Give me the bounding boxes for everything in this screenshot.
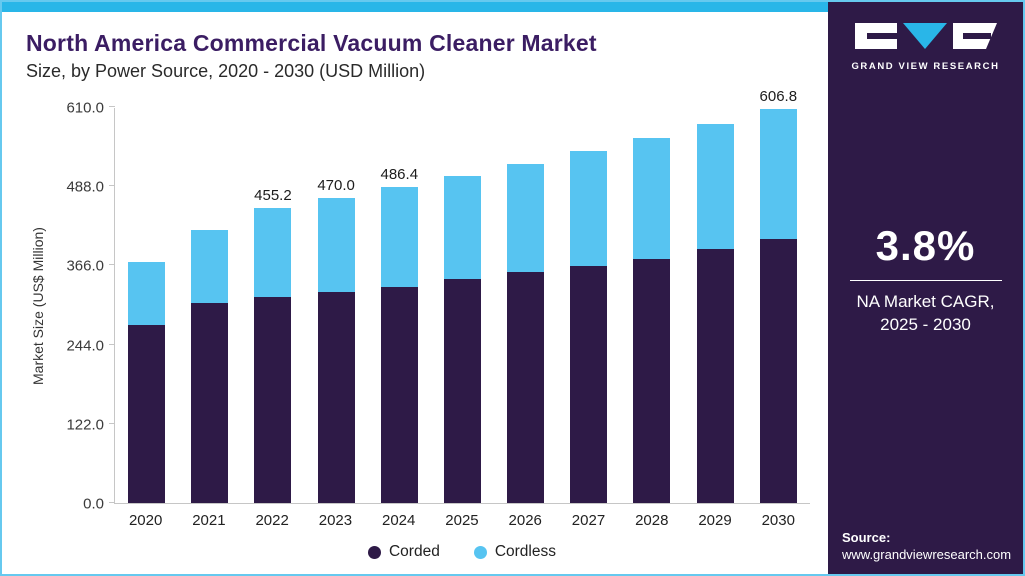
- bar-segment-2026-cordless: [507, 163, 545, 272]
- source-url: www.grandviewresearch.com: [842, 547, 1012, 562]
- bar-2024: 486.4: [381, 166, 418, 503]
- bar-segment-2026-corded: [507, 271, 545, 503]
- x-tick-2028: 2028: [635, 512, 669, 529]
- source-block: Source: www.grandviewresearch.com: [842, 530, 1011, 562]
- brand-name: GRAND VIEW RESEARCH: [851, 61, 1000, 72]
- logo-glyphs-icon: [854, 23, 997, 49]
- x-tick-2024: 2024: [382, 512, 416, 529]
- bar-2025: [443, 175, 481, 503]
- y-tick-mark-366: [109, 264, 115, 266]
- legend-label-cordless: Cordless: [494, 543, 556, 560]
- plot-area: 455.2 470.0 486.4 606.8: [109, 88, 810, 504]
- bar-value-label-2023: 470.0: [317, 176, 355, 194]
- cagr-divider: [849, 280, 1002, 281]
- bar-segment-2028-cordless: [633, 138, 671, 259]
- bar-segment-2021-cordless: [191, 230, 229, 304]
- x-tick-2020: 2020: [128, 512, 163, 529]
- y-tick-mark-244: [109, 343, 115, 345]
- bar-segment-2020-cordless: [128, 261, 166, 325]
- bar-segment-2024-corded: [380, 286, 418, 503]
- grand-view-research-logo: GRAND VIEW RESEARCH: [851, 22, 1001, 72]
- bar-value-label-2022: 455.2: [254, 186, 292, 204]
- y-tick-mark-0: [109, 502, 115, 503]
- y-tick-mark-488: [109, 185, 115, 187]
- bar-segment-2030-corded: [759, 238, 797, 503]
- y-tick-488: 488.0: [66, 178, 104, 196]
- x-tick-2023: 2023: [318, 512, 353, 529]
- cagr-block: 3.8% NA Market CAGR, 2025 - 2030: [849, 222, 1002, 337]
- bar-2023: 470.0: [317, 176, 355, 503]
- chart-panel: North America Commercial Vacuum Cleaner …: [2, 2, 828, 574]
- legend-item-cordless: Cordless: [473, 543, 556, 561]
- bar-2020: [128, 261, 166, 503]
- chart-title: North America Commercial Vacuum Cleaner …: [26, 30, 597, 56]
- y-tick-mark-122: [109, 422, 115, 424]
- y-tick-610: 610.0: [66, 99, 104, 117]
- bar-value-label-2030: 606.8: [759, 88, 798, 106]
- bar-segment-2022-corded: [254, 297, 292, 503]
- x-tick-2029: 2029: [698, 512, 732, 529]
- source-label: Source:: [842, 530, 891, 545]
- bar-value-label-2024: 486.4: [380, 166, 419, 184]
- x-tick-2022: 2022: [255, 512, 289, 529]
- bar-2027: [570, 151, 608, 503]
- bar-2022: 455.2: [254, 186, 292, 503]
- bar-2026: [507, 163, 545, 503]
- bar-segment-2023-cordless: [317, 197, 355, 292]
- top-accent-stripe: [2, 2, 828, 12]
- bar-segment-2029-corded: [696, 249, 734, 503]
- bar-2021: [191, 230, 229, 503]
- bar-segment-2030-cordless: [759, 109, 797, 239]
- bar-segment-2020-corded: [128, 324, 166, 503]
- bar-segment-2027-cordless: [570, 151, 608, 266]
- bar-segment-2025-corded: [443, 279, 481, 503]
- plot-region: 0.0 122.0 244.0 366.0 488.0 610.0 455.2 470.0 4…: [66, 88, 810, 561]
- bar-segment-2023-corded: [317, 292, 355, 503]
- y-tick-244: 244.0: [66, 337, 104, 355]
- cagr-label-line1: NA Market CAGR,: [856, 292, 995, 311]
- cagr-label-line2: 2025 - 2030: [880, 314, 971, 334]
- legend-item-corded: Corded: [367, 543, 440, 561]
- x-tick-2021: 2021: [192, 512, 226, 529]
- y-axis-ticks: 0.0 122.0 244.0 366.0 488.0 610.0: [46, 100, 104, 513]
- bar-segment-2021-corded: [191, 303, 229, 503]
- bar-segment-2027-corded: [570, 266, 608, 503]
- legend-dot-cordless: [473, 545, 487, 559]
- cagr-value: 3.8%: [875, 222, 976, 269]
- y-tick-mark-610: [109, 106, 115, 107]
- y-tick-366: 366.0: [66, 257, 104, 275]
- brand-sidebar: GRAND VIEW RESEARCH 3.8% NA Market CAGR,…: [828, 2, 1023, 574]
- bar-2030: 606.8: [760, 88, 797, 503]
- x-tick-2026: 2026: [508, 512, 542, 529]
- legend: Corded Cordless: [114, 543, 810, 561]
- x-tick-2025: 2025: [445, 512, 479, 529]
- chart: Market Size (US$ Million) 0.0 122.0 244.0 3…: [26, 88, 828, 561]
- x-tick-2027: 2027: [571, 512, 606, 529]
- bar-2028: [633, 138, 671, 503]
- bar-segment-2029-cordless: [696, 123, 734, 250]
- legend-dot-corded: [367, 545, 381, 559]
- x-tick-2030: 2030: [761, 512, 795, 529]
- legend-label-corded: Corded: [388, 543, 440, 560]
- x-axis-labels: 2020 2021 2022 2023 2024 2025 2026 2027 2028 2029…: [114, 512, 810, 529]
- bar-2029: [696, 123, 734, 503]
- bar-segment-2025-cordless: [443, 175, 481, 279]
- y-tick-122: 122.0: [66, 416, 104, 434]
- chart-subtitle: Size, by Power Source, 2020 - 2030 (USD …: [26, 61, 426, 81]
- y-tick-0: 0.0: [83, 495, 104, 513]
- bar-segment-2024-cordless: [380, 187, 418, 287]
- bar-segment-2028-corded: [633, 258, 671, 503]
- bar-segment-2022-cordless: [254, 207, 292, 298]
